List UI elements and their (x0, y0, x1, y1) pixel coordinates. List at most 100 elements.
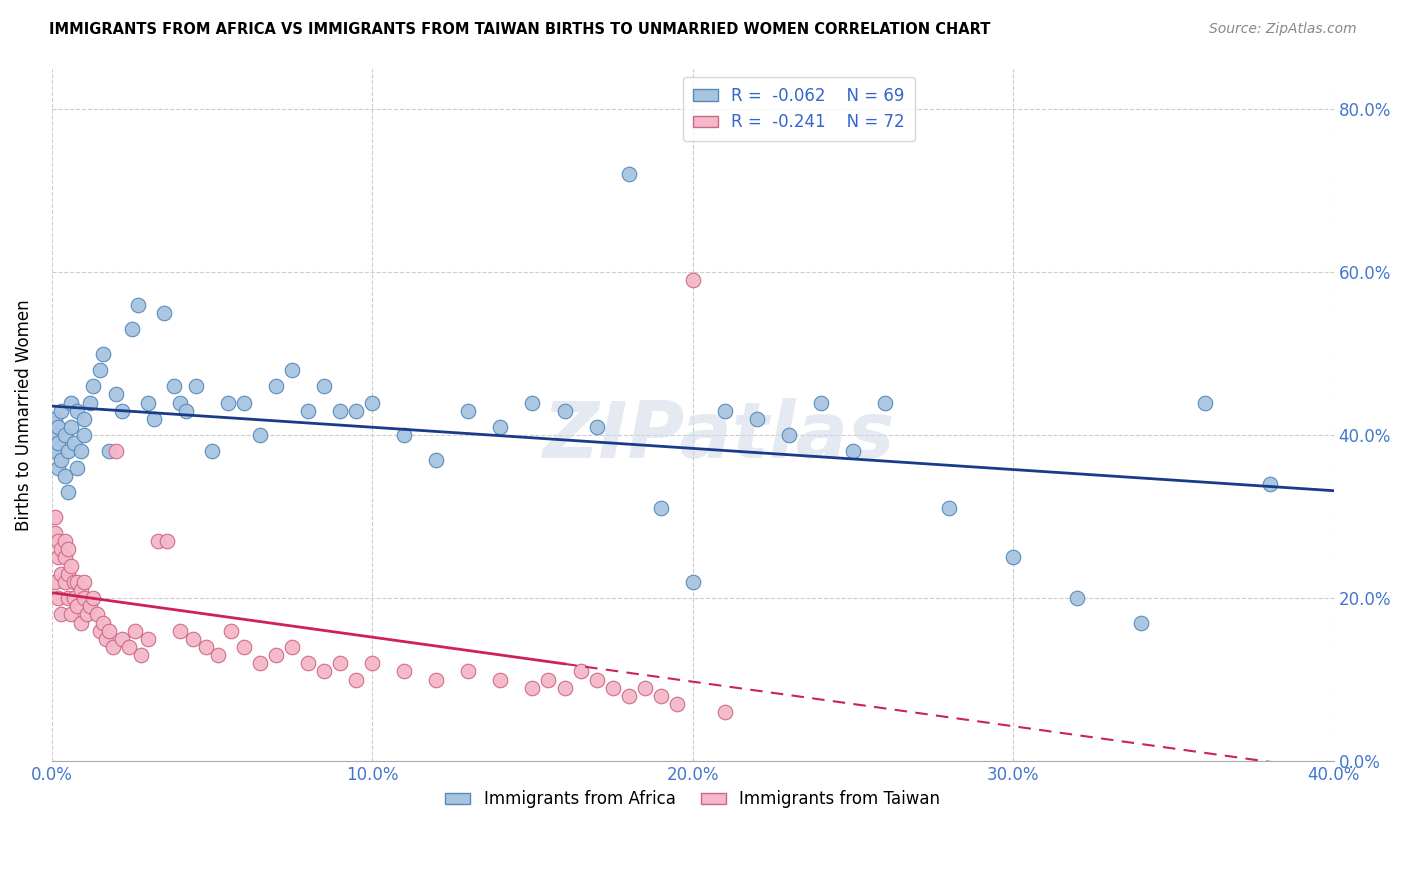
Point (682, 574, 704, 589)
Point (124, 624, 146, 638)
Point (146, 534, 169, 549)
Point (176, 403, 198, 417)
Point (249, 657, 271, 671)
Point (842, 444, 865, 458)
Point (44, 574, 66, 589)
Point (69, 444, 91, 458)
Point (617, 689, 640, 703)
Text: Source: ZipAtlas.com: Source: ZipAtlas.com (1209, 22, 1357, 37)
Y-axis label: Births to Unmarried Women: Births to Unmarried Women (15, 299, 32, 531)
Point (602, 681, 624, 695)
Point (69, 615, 91, 630)
Point (201, 444, 224, 458)
Point (82, 591, 104, 606)
Point (53, 428, 76, 442)
Point (297, 403, 319, 417)
Point (217, 395, 239, 409)
Point (938, 501, 960, 516)
Point (264, 379, 287, 393)
Point (63, 436, 86, 450)
Point (96, 632, 118, 646)
Point (713, 705, 735, 719)
Point (46, 534, 69, 549)
Point (44, 509, 66, 524)
Point (153, 306, 176, 320)
Point (314, 665, 336, 679)
Point (98, 444, 121, 458)
Point (98, 624, 121, 638)
Point (91, 615, 114, 630)
Point (553, 681, 575, 695)
Point (121, 322, 143, 336)
Point (46, 591, 69, 606)
Point (69, 582, 91, 597)
Point (569, 665, 592, 679)
Point (59, 395, 82, 409)
Point (56, 485, 79, 500)
Point (56, 591, 79, 606)
Point (522, 395, 544, 409)
Point (56, 566, 79, 581)
Point (66, 574, 89, 589)
Point (281, 363, 304, 377)
Point (264, 648, 287, 662)
Point (457, 403, 479, 417)
Point (136, 395, 159, 409)
Point (76, 607, 98, 622)
Point (162, 379, 184, 393)
Point (1130, 615, 1153, 630)
Point (44, 412, 66, 426)
Point (63, 574, 86, 589)
Point (73, 412, 96, 426)
Point (1194, 395, 1216, 409)
Point (394, 428, 416, 442)
Text: IMMIGRANTS FROM AFRICA VS IMMIGRANTS FROM TAIWAN BIRTHS TO UNMARRIED WOMEN CORRE: IMMIGRANTS FROM AFRICA VS IMMIGRANTS FRO… (49, 22, 991, 37)
Point (136, 632, 159, 646)
Point (53, 550, 76, 565)
Point (537, 673, 560, 687)
Point (59, 607, 82, 622)
Point (329, 657, 352, 671)
Point (522, 681, 544, 695)
Point (51, 566, 73, 581)
Point (111, 403, 134, 417)
Point (44, 444, 66, 458)
Point (82, 379, 104, 393)
Point (56, 542, 79, 557)
Point (143, 412, 166, 426)
Point (361, 395, 384, 409)
Point (553, 403, 575, 417)
Point (111, 632, 134, 646)
Point (745, 412, 768, 426)
Point (51, 403, 73, 417)
Point (489, 420, 512, 434)
Point (1258, 477, 1281, 491)
Point (59, 558, 82, 573)
Point (51, 607, 73, 622)
Point (425, 673, 447, 687)
Point (127, 298, 149, 312)
Point (46, 420, 69, 434)
Point (194, 640, 217, 654)
Point (46, 460, 69, 475)
Point (650, 689, 672, 703)
Point (778, 428, 800, 442)
Point (585, 673, 607, 687)
Point (104, 387, 127, 401)
Point (233, 640, 256, 654)
Point (89, 363, 111, 377)
Point (1002, 550, 1025, 565)
Point (713, 403, 735, 417)
Point (56, 444, 79, 458)
Point (101, 640, 124, 654)
Point (1066, 591, 1088, 606)
Point (314, 379, 336, 393)
Point (53, 469, 76, 483)
Point (131, 648, 153, 662)
Point (617, 168, 640, 182)
Point (66, 403, 89, 417)
Point (489, 673, 512, 687)
Point (361, 657, 384, 671)
Point (169, 624, 191, 638)
Point (682, 273, 704, 287)
